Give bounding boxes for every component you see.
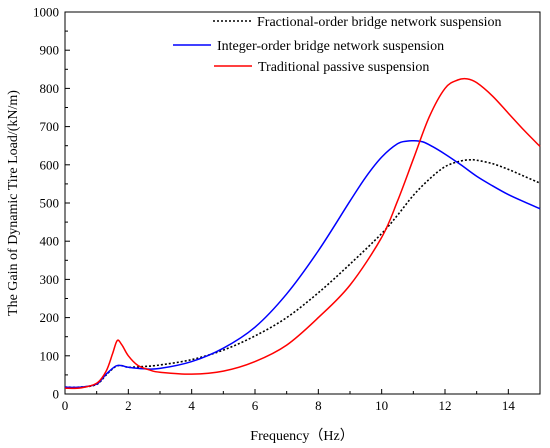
- y-tick-label: 400: [40, 234, 60, 249]
- x-axis-label: Frequency（Hz）: [250, 428, 353, 444]
- legend-label-1: Fractional-order bridge network suspensi…: [257, 15, 502, 30]
- y-tick-label: 600: [40, 157, 60, 172]
- x-tick-label: 0: [62, 398, 69, 413]
- series-line-3: [64, 77, 541, 390]
- x-tick-label: 2: [125, 398, 132, 413]
- y-tick-label: 1000: [33, 5, 59, 20]
- x-tick-label: 6: [252, 398, 259, 413]
- y-axis-label: The Gain of Dynamic Tire Load/(kN/m): [6, 90, 21, 316]
- y-tick-label: 200: [40, 310, 60, 325]
- y-tick-label: 300: [40, 272, 60, 287]
- legend: Fractional-order bridge network suspensi…: [173, 15, 502, 75]
- y-tick-label: 800: [40, 81, 60, 96]
- y-tick-label: 100: [40, 348, 60, 363]
- y-tick-label: 500: [40, 196, 60, 211]
- x-tick-label: 10: [375, 398, 388, 413]
- y-tick-label: 0: [53, 387, 60, 402]
- x-tick-label: 8: [315, 398, 322, 413]
- x-tick-label: 4: [188, 398, 195, 413]
- x-tick-label: 12: [439, 398, 452, 413]
- legend-label-2: Integer-order bridge network suspension: [217, 39, 444, 54]
- x-tick-label: 14: [502, 398, 516, 413]
- series-group: [64, 77, 541, 390]
- series-line-2: [64, 139, 541, 389]
- y-tick-label: 900: [40, 43, 60, 58]
- axis-ticks: 0 2 4 6 8 10 12 14 0 100 200 300 400 500 600 700 800 900 1…: [33, 5, 515, 414]
- y-tick-label: 700: [40, 119, 60, 134]
- legend-label-3: Traditional passive suspension: [258, 60, 429, 75]
